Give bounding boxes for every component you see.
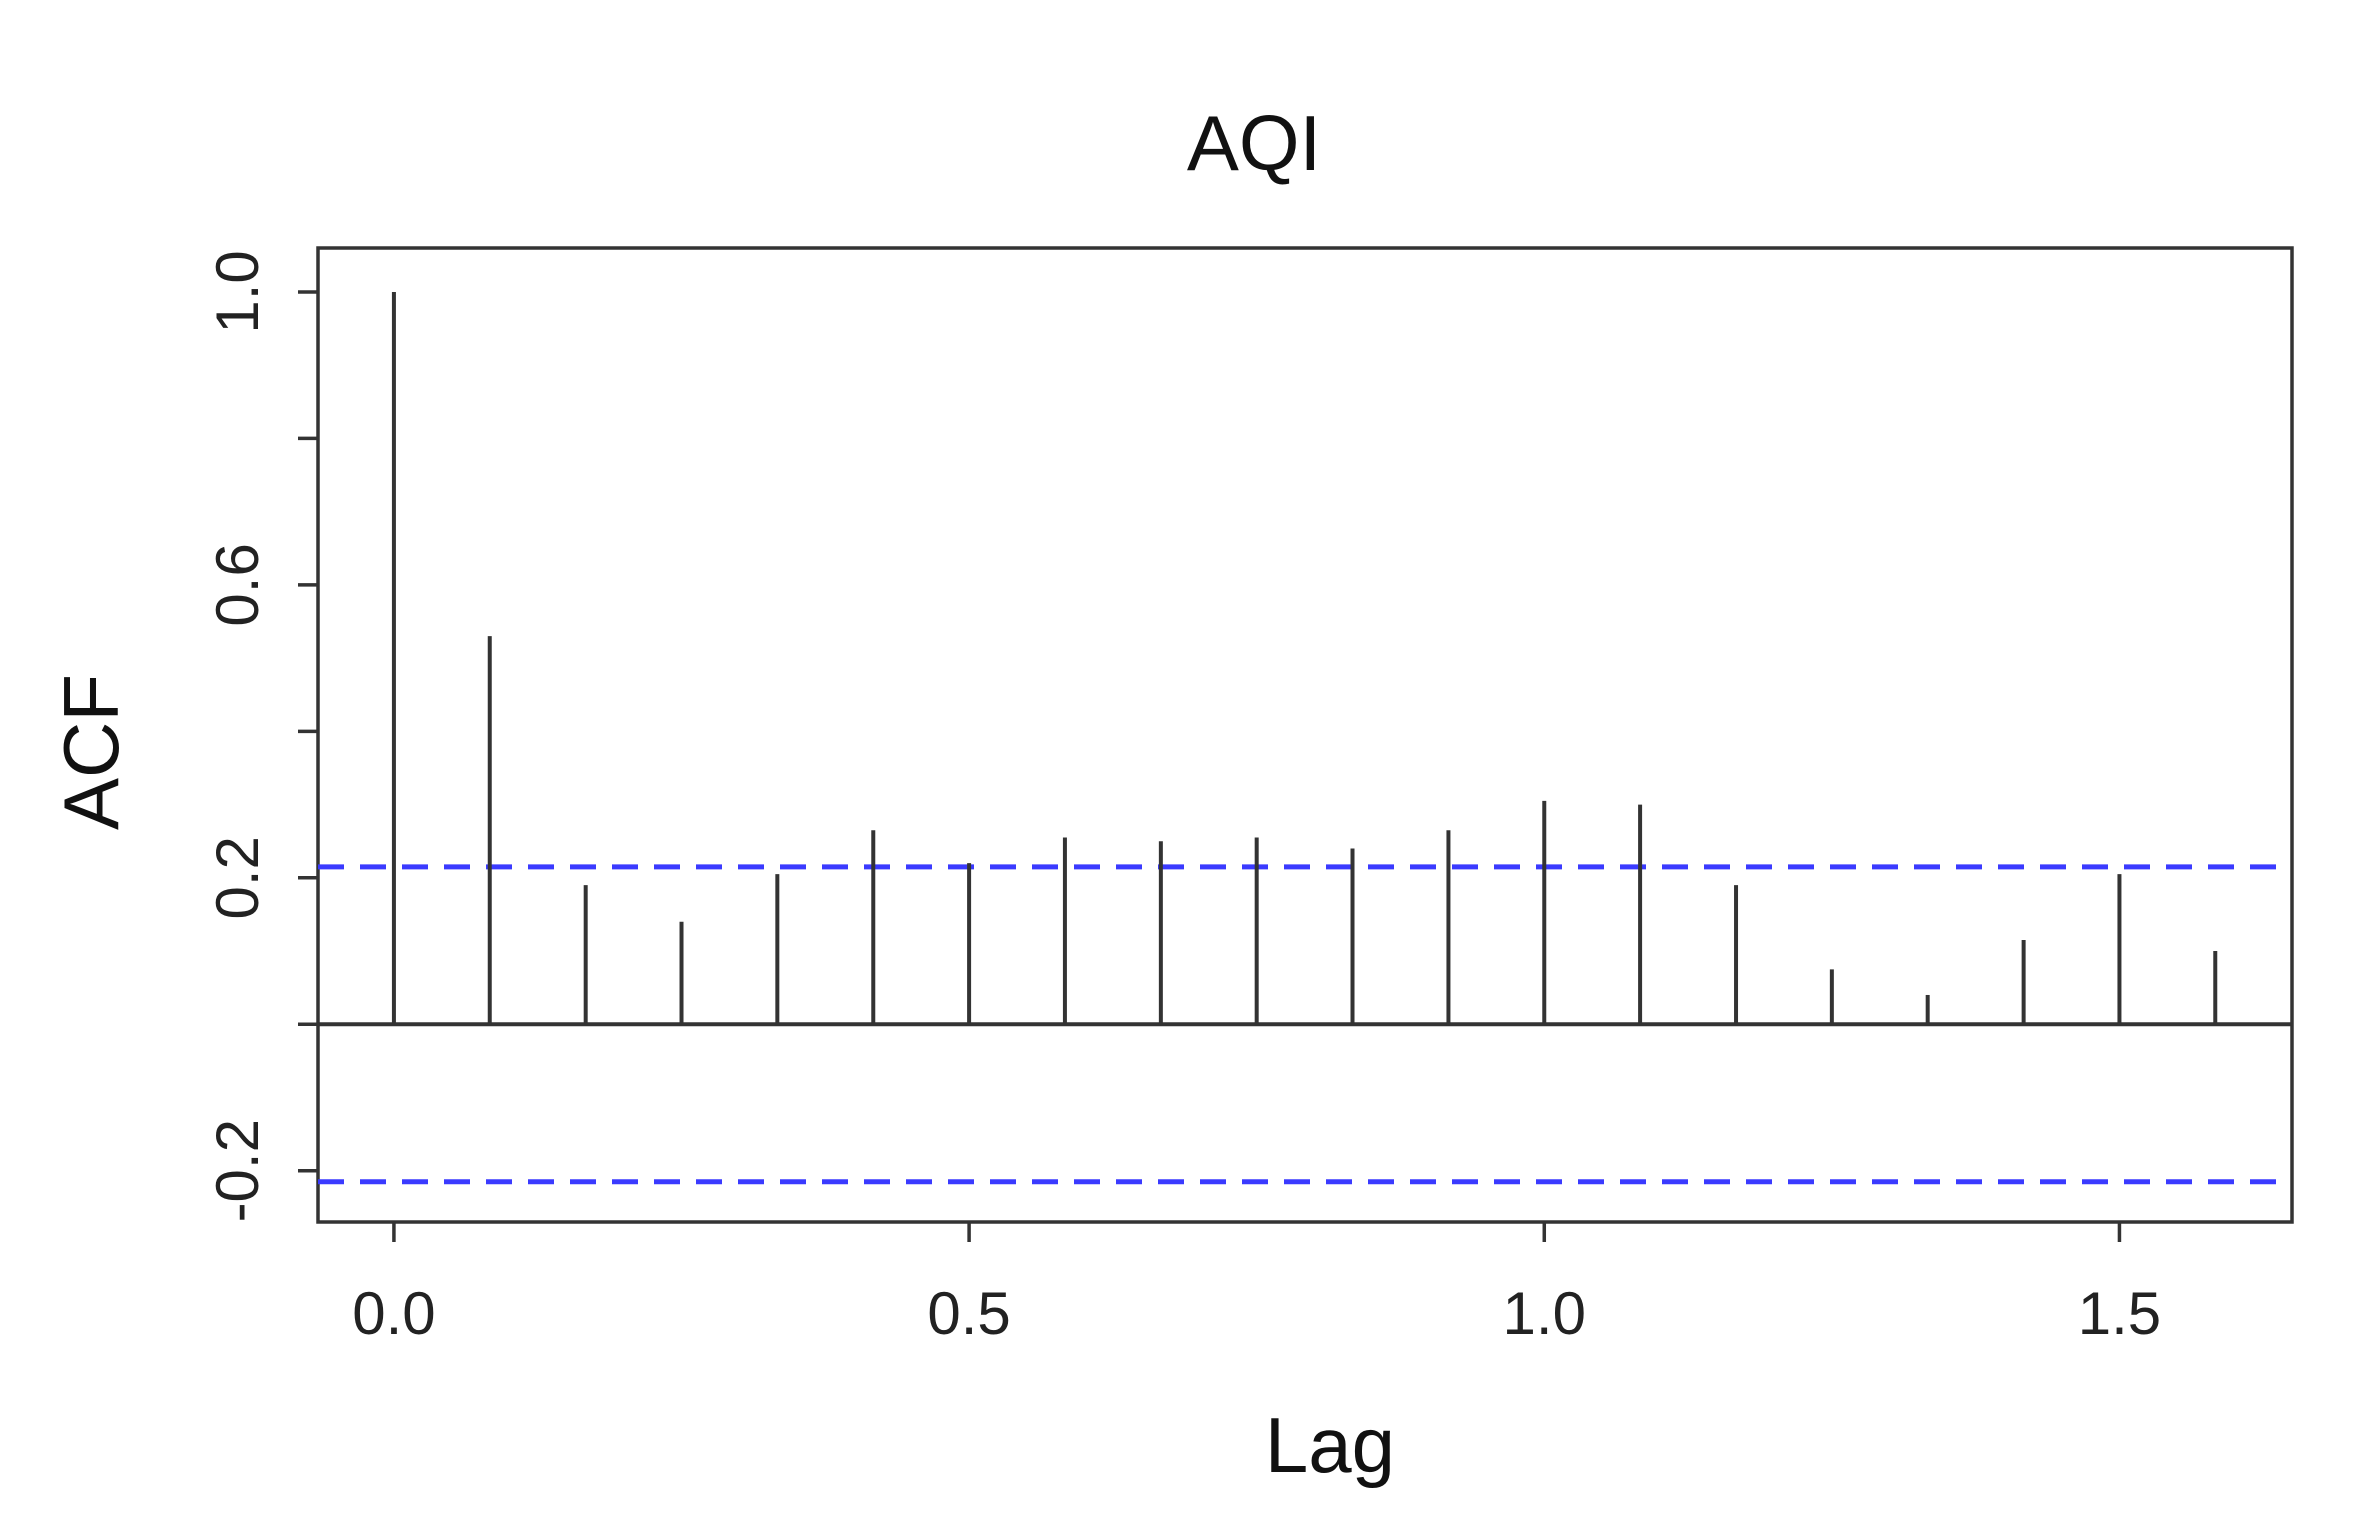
x-tick-label-1: 0.5: [927, 1280, 1010, 1347]
x-tick-label-2: 1.0: [1503, 1280, 1586, 1347]
y-tick-label-6: 1.0: [204, 250, 271, 333]
y-tick-label-4: 0.6: [204, 543, 271, 626]
y-tick-label-0: -0.2: [204, 1119, 271, 1222]
y-axis-label: ACF: [47, 674, 135, 830]
plot-area: 0.0 0.5 1.0 1.5 -0.2 0.2 0.6 1.0: [204, 246, 2294, 1347]
y-tick-label-2: 0.2: [204, 836, 271, 919]
x-tick-label-0: 0.0: [352, 1280, 435, 1347]
x-tick-label-3: 1.5: [2078, 1280, 2161, 1347]
x-axis-label: Lag: [1265, 1401, 1395, 1489]
chart-title: AQI: [1187, 99, 1321, 187]
plot-frame: [316, 246, 2294, 1224]
